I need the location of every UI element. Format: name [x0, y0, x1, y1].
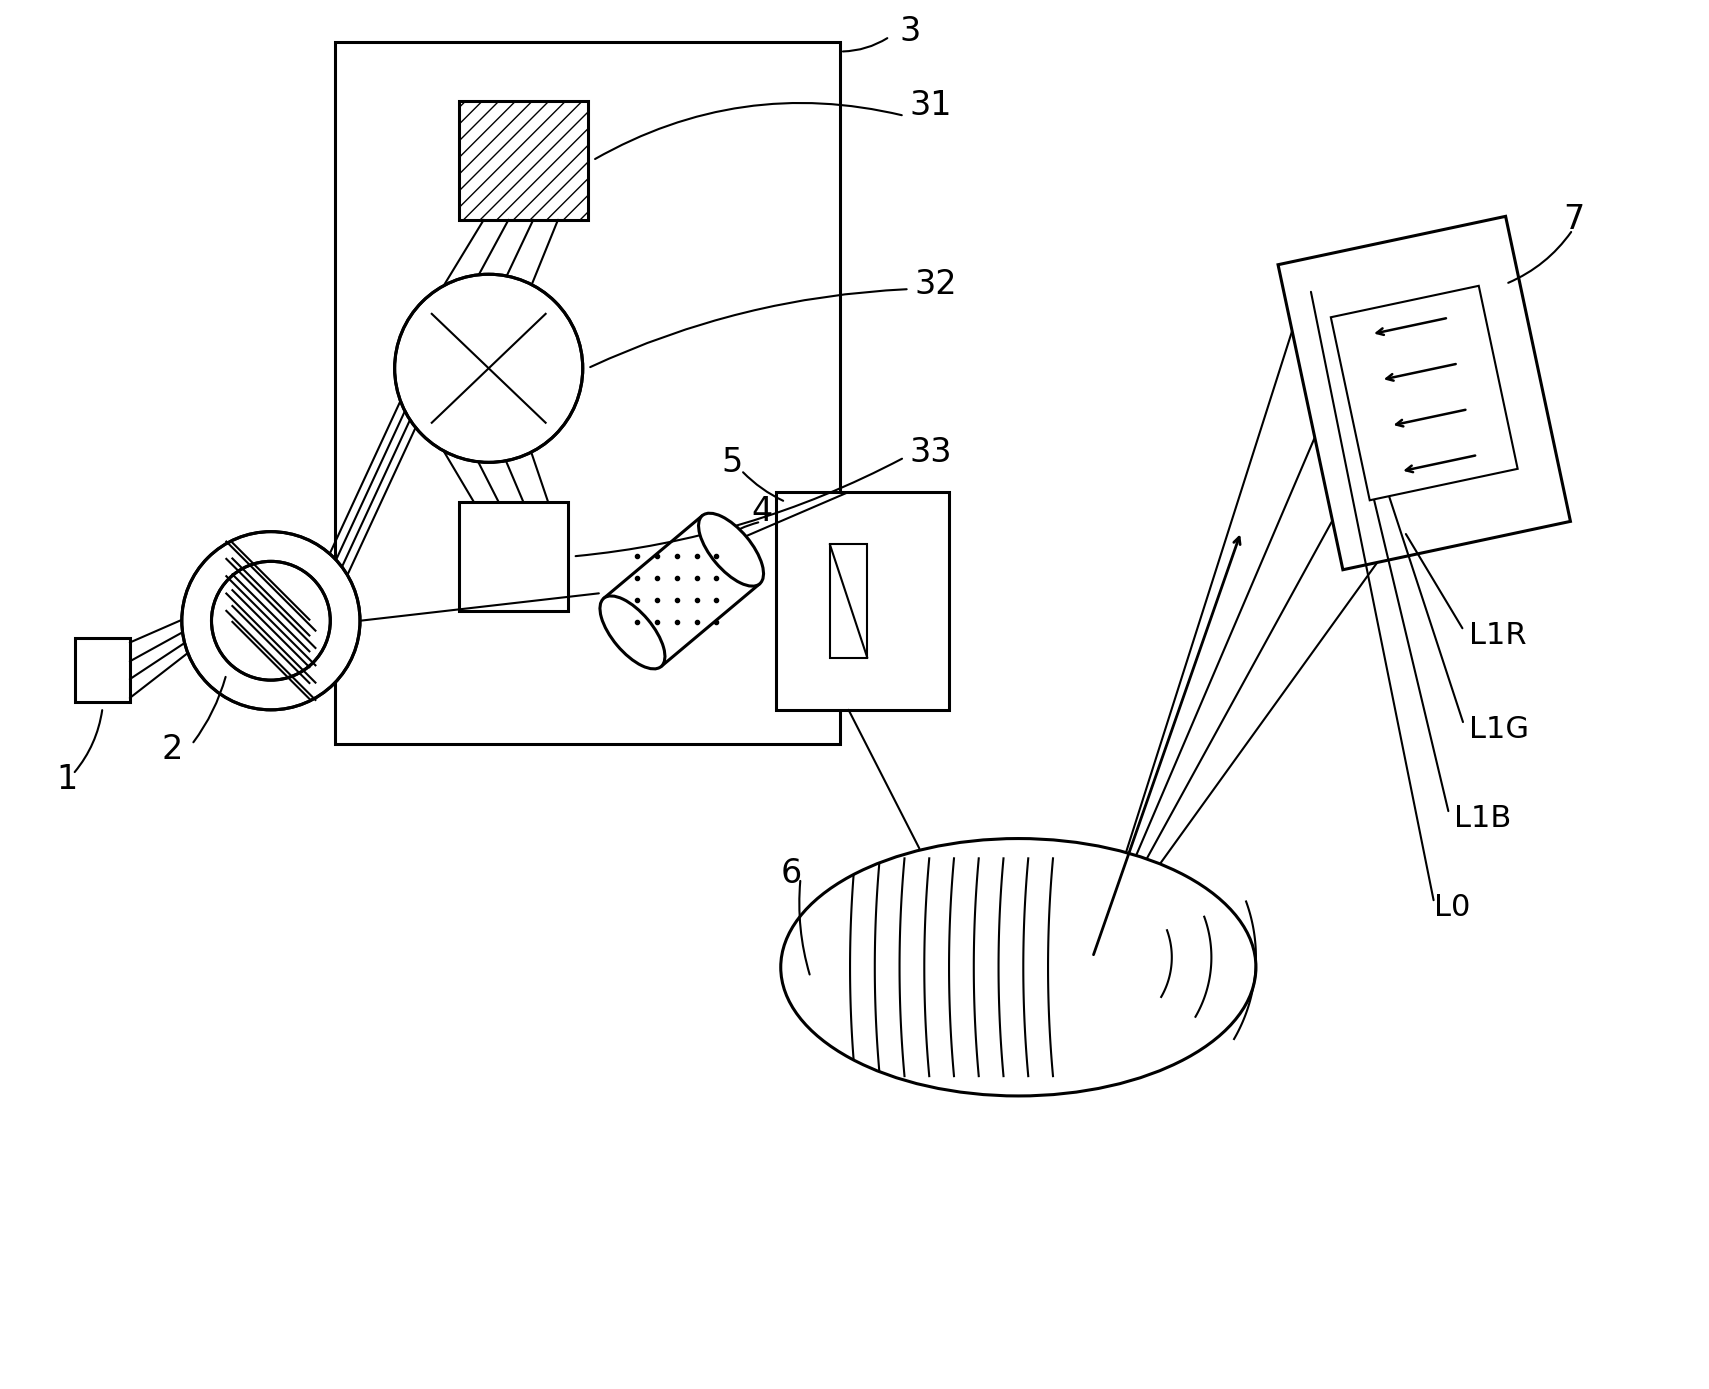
Bar	[831, 544, 868, 658]
Text: 7: 7	[1562, 203, 1584, 236]
Text: L1B: L1B	[1454, 804, 1511, 833]
Text: 1: 1	[56, 763, 77, 796]
Circle shape	[181, 532, 361, 710]
Bar	[432, 314, 545, 422]
Ellipse shape	[699, 513, 764, 586]
Circle shape	[212, 561, 330, 681]
Ellipse shape	[781, 839, 1256, 1096]
Text: 33: 33	[909, 436, 952, 469]
Bar	[75, 638, 130, 703]
Text: L1R: L1R	[1468, 621, 1526, 650]
Circle shape	[395, 274, 583, 463]
Polygon shape	[1331, 286, 1518, 500]
Text: 31: 31	[909, 89, 952, 122]
Text: 32: 32	[914, 268, 957, 300]
Bar	[335, 42, 841, 745]
Text: 3: 3	[899, 15, 921, 49]
Polygon shape	[1278, 217, 1571, 569]
Text: 6: 6	[781, 857, 802, 890]
Bar	[460, 501, 567, 611]
Ellipse shape	[600, 596, 665, 669]
Text: 4: 4	[750, 496, 772, 528]
Bar	[776, 492, 948, 710]
Text: 5: 5	[721, 446, 743, 479]
Text: L1G: L1G	[1468, 715, 1530, 745]
Bar	[460, 101, 588, 219]
Text: 2: 2	[162, 733, 183, 765]
Text: L0: L0	[1434, 893, 1470, 922]
